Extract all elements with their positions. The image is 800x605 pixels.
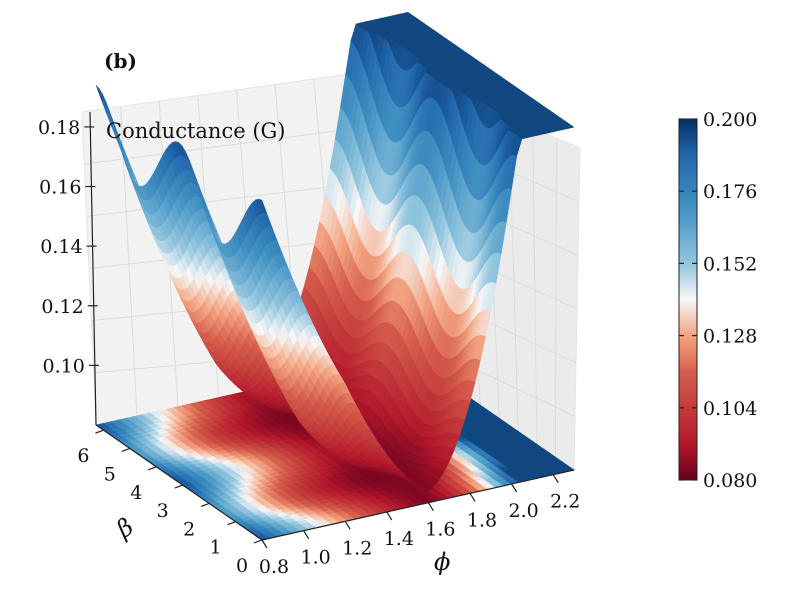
colorbar-tick-label: 0.176	[703, 181, 757, 203]
beta-tick-mark	[200, 502, 210, 507]
beta-tick-label: 4	[130, 482, 142, 504]
phi-tick-label: 1.0	[300, 547, 330, 569]
beta-tick-label: 0	[236, 555, 248, 577]
beta-tick-mark	[148, 466, 157, 471]
phi-tick-mark	[511, 483, 518, 493]
beta-tick-mark	[174, 484, 183, 489]
phi-tick-label: 2.2	[550, 491, 580, 513]
colorbar-tick-label: 0.080	[703, 470, 757, 492]
phi-tick-mark	[261, 539, 268, 549]
colorbar	[678, 118, 698, 481]
z-tick-label: 0.18	[38, 117, 80, 139]
phi-tick-mark	[427, 502, 434, 511]
phi-tick-mark	[344, 521, 351, 530]
y-axis-label: β	[110, 512, 138, 543]
beta-tick-mark	[227, 521, 236, 526]
z-tick-label: 0.10	[43, 355, 85, 377]
phi-tick-label: 1.8	[467, 509, 497, 531]
phi-tick-label: 1.4	[384, 528, 414, 550]
conductance-surface	[95, 11, 575, 492]
surface-cell	[95, 85, 105, 103]
beta-tick-label: 1	[210, 537, 222, 559]
phi-tick-mark	[386, 511, 393, 521]
colorbar-tick-label: 0.104	[703, 398, 757, 420]
beta-tick-label: 5	[104, 463, 116, 485]
beta-tick-label: 2	[183, 518, 195, 540]
beta-tick-mark	[253, 539, 263, 544]
beta-tick-label: 3	[157, 500, 169, 522]
panel-label: (b)	[104, 49, 137, 73]
phi-tick-label: 1.2	[342, 537, 372, 559]
beta-tick-mark	[95, 429, 104, 434]
phi-tick-label: 0.8	[259, 556, 289, 578]
colorbar-tick-label: 0.128	[703, 326, 757, 348]
phi-tick-mark	[469, 493, 476, 502]
beta-tick-label: 6	[77, 445, 89, 467]
beta-tick-mark	[121, 447, 131, 453]
z-tick-label: 0.12	[41, 296, 83, 318]
phi-tick-label: 1.6	[425, 519, 455, 541]
z-tick-label: 0.14	[40, 236, 82, 258]
x-axis-label: ϕ	[434, 548, 450, 576]
z-axis-title: Conductance (G)	[106, 119, 285, 143]
colorbar-tick-label: 0.152	[703, 253, 757, 275]
z-tick-label: 0.16	[39, 177, 81, 199]
phi-tick-label: 2.0	[508, 500, 538, 522]
phi-tick-mark	[552, 474, 559, 483]
colorbar-tick-label: 0.200	[703, 109, 757, 131]
phi-tick-mark	[303, 530, 310, 539]
